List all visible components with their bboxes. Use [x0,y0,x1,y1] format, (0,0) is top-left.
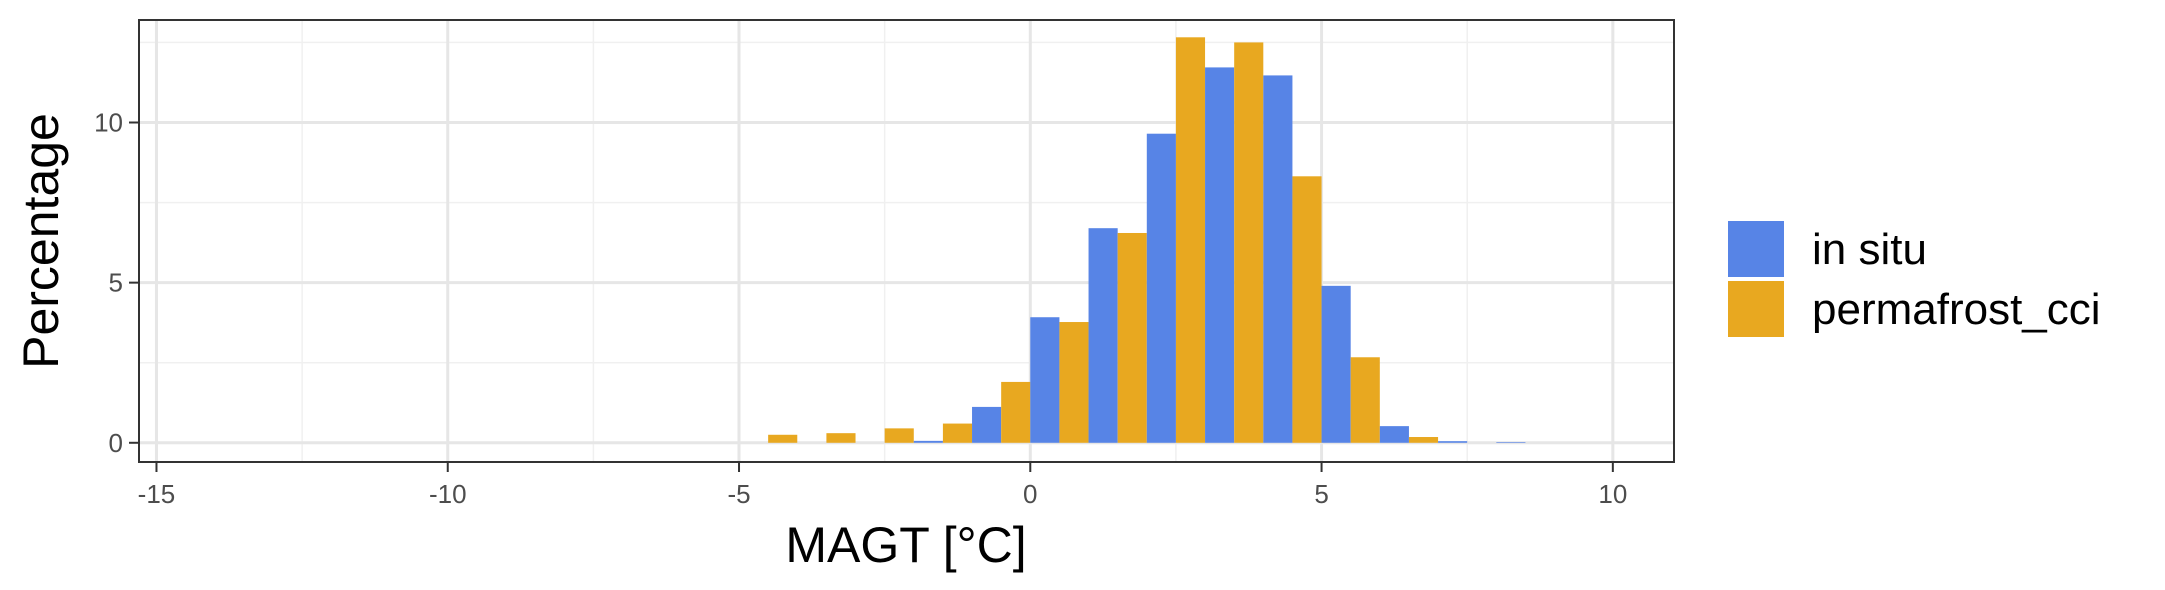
y-tick-label: 5 [109,268,123,298]
bar-permafrost-cci [942,423,973,443]
bar-permafrost-cci [1175,37,1206,443]
y-tick-label: 0 [109,428,123,458]
bar-in-situ [913,440,943,443]
bar-in-situ [1146,133,1176,443]
x-tick-label: 10 [1598,479,1627,509]
bar-permafrost-cci [1350,357,1380,443]
bar-in-situ [1321,285,1351,443]
x-tick-label: -15 [138,479,176,509]
x-tick-label: -5 [727,479,750,509]
bar-permafrost-cci [884,428,914,443]
x-axis-title: MAGT [°C] [785,517,1026,573]
legend: in situ permafrost_cci [1728,221,2101,337]
y-tick-label: 10 [94,107,123,137]
bar-permafrost-cci [1234,42,1264,443]
legend-key-in-situ [1728,221,1784,277]
bar-permafrost-cci [826,433,856,443]
x-tick-label: 0 [1023,479,1037,509]
y-axis: 0 5 10 [94,107,139,458]
bar-permafrost-cci [768,434,798,443]
bar-permafrost-cci [1408,437,1439,443]
plot-background [139,20,1674,462]
x-tick-label: 5 [1314,479,1328,509]
legend-key-permafrost-cci [1728,281,1784,337]
x-axis: -15 -10 -5 0 5 10 [138,462,1627,509]
plot-panel-border [138,19,1675,463]
bar-permafrost-cci [1001,381,1031,443]
bar-in-situ [972,406,1002,443]
bar-in-situ [1205,67,1235,443]
bar-in-situ [1030,317,1060,443]
bar-in-situ [1379,426,1409,443]
x-tick-label: -10 [429,479,467,509]
bar-permafrost-cci [1117,232,1147,443]
bar-in-situ [1438,441,1468,443]
bar-permafrost-cci [1059,322,1089,443]
legend-label-in-situ: in situ [1812,225,1927,274]
bars [768,37,1526,443]
minor-gridlines [139,20,1674,462]
y-axis-title: Percentage [13,113,69,369]
bar-in-situ [1496,442,1526,443]
bar-in-situ [1088,228,1118,443]
bar-permafrost-cci [1292,176,1322,443]
legend-label-permafrost-cci: permafrost_cci [1812,285,2101,334]
bar-in-situ [1263,75,1293,443]
